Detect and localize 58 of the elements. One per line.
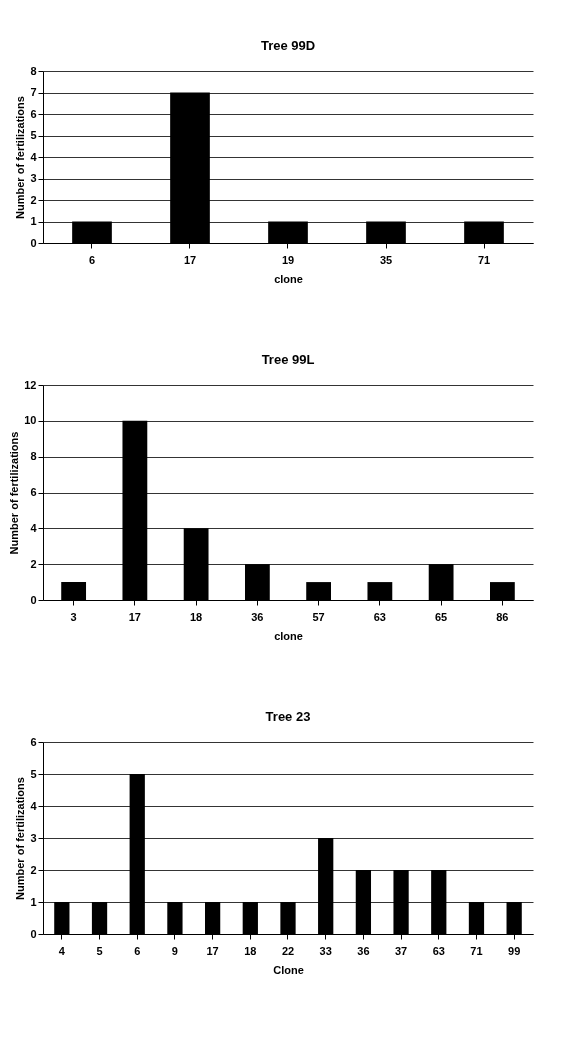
x-tick-label: 86 xyxy=(496,610,509,623)
y-tick-label: 10 xyxy=(24,414,37,427)
x-tick-label: 33 xyxy=(319,944,332,957)
x-tick-label: 63 xyxy=(432,944,445,957)
x-tick-label: 18 xyxy=(244,944,257,957)
x-tick-label: 19 xyxy=(281,253,295,266)
x-tick-label: 17 xyxy=(183,253,197,266)
x-tick-label: 5 xyxy=(96,944,103,957)
chart-title: Tree 99L xyxy=(261,352,315,367)
x-tick-label: 71 xyxy=(470,944,483,957)
x-tick-label: 99 xyxy=(508,944,521,957)
y-tick-label: 8 xyxy=(30,450,37,463)
x-axis-title: Clone xyxy=(273,963,304,976)
x-tick-label: 18 xyxy=(190,610,203,623)
y-tick-label: 7 xyxy=(30,86,37,98)
y-tick-label: 0 xyxy=(30,927,37,940)
y-tick-label: 5 xyxy=(30,129,37,141)
y-tick-label: 3 xyxy=(30,172,37,184)
y-tick-label: 4 xyxy=(30,521,38,534)
y-tick-label: 3 xyxy=(30,831,37,844)
x-tick-label: 17 xyxy=(206,944,219,957)
y-tick-label: 1 xyxy=(30,215,37,227)
x-tick-label: 71 xyxy=(477,253,491,266)
x-tick-label: 17 xyxy=(128,610,141,623)
x-tick-label: 3 xyxy=(70,610,77,623)
y-tick-label: 8 xyxy=(30,64,37,77)
x-tick-label: 22 xyxy=(281,944,295,957)
x-tick-label: 37 xyxy=(394,944,408,957)
x-tick-label: 6 xyxy=(134,944,141,957)
x-axis-title: clone xyxy=(274,629,303,642)
y-tick-label: 1 xyxy=(30,895,37,908)
x-tick-label: 65 xyxy=(435,610,448,623)
x-tick-label: 63 xyxy=(373,610,386,623)
x-tick-label: 4 xyxy=(58,944,66,957)
y-axis-title: Number of fertilizations xyxy=(8,431,21,555)
y-axis-title: Number of fertilizations xyxy=(14,777,27,900)
y-tick-label: 5 xyxy=(30,767,37,780)
y-tick-label: 0 xyxy=(30,236,37,249)
y-tick-label: 6 xyxy=(30,735,37,748)
x-tick-label: 36 xyxy=(357,944,370,957)
y-tick-label: 12 xyxy=(24,378,37,391)
y-axis-title: Number of fertilizations xyxy=(14,96,27,219)
x-tick-label: 57 xyxy=(312,610,325,623)
y-tick-label: 4 xyxy=(30,150,38,163)
x-tick-label: 35 xyxy=(379,253,393,266)
y-tick-label: 2 xyxy=(30,193,37,206)
x-axis-title: clone xyxy=(274,272,303,285)
y-tick-label: 2 xyxy=(30,557,37,570)
y-tick-label: 6 xyxy=(30,107,37,120)
x-tick-label: 6 xyxy=(88,253,96,266)
x-tick-label: 9 xyxy=(171,944,178,957)
y-tick-label: 6 xyxy=(30,486,37,498)
y-tick-label: 2 xyxy=(30,863,37,876)
chart-title: Tree 99D xyxy=(260,38,316,53)
y-tick-label: 4 xyxy=(30,799,38,812)
y-tick-label: 0 xyxy=(30,593,37,606)
x-tick-label: 36 xyxy=(251,610,264,623)
chart-title: Tree 23 xyxy=(265,709,311,724)
